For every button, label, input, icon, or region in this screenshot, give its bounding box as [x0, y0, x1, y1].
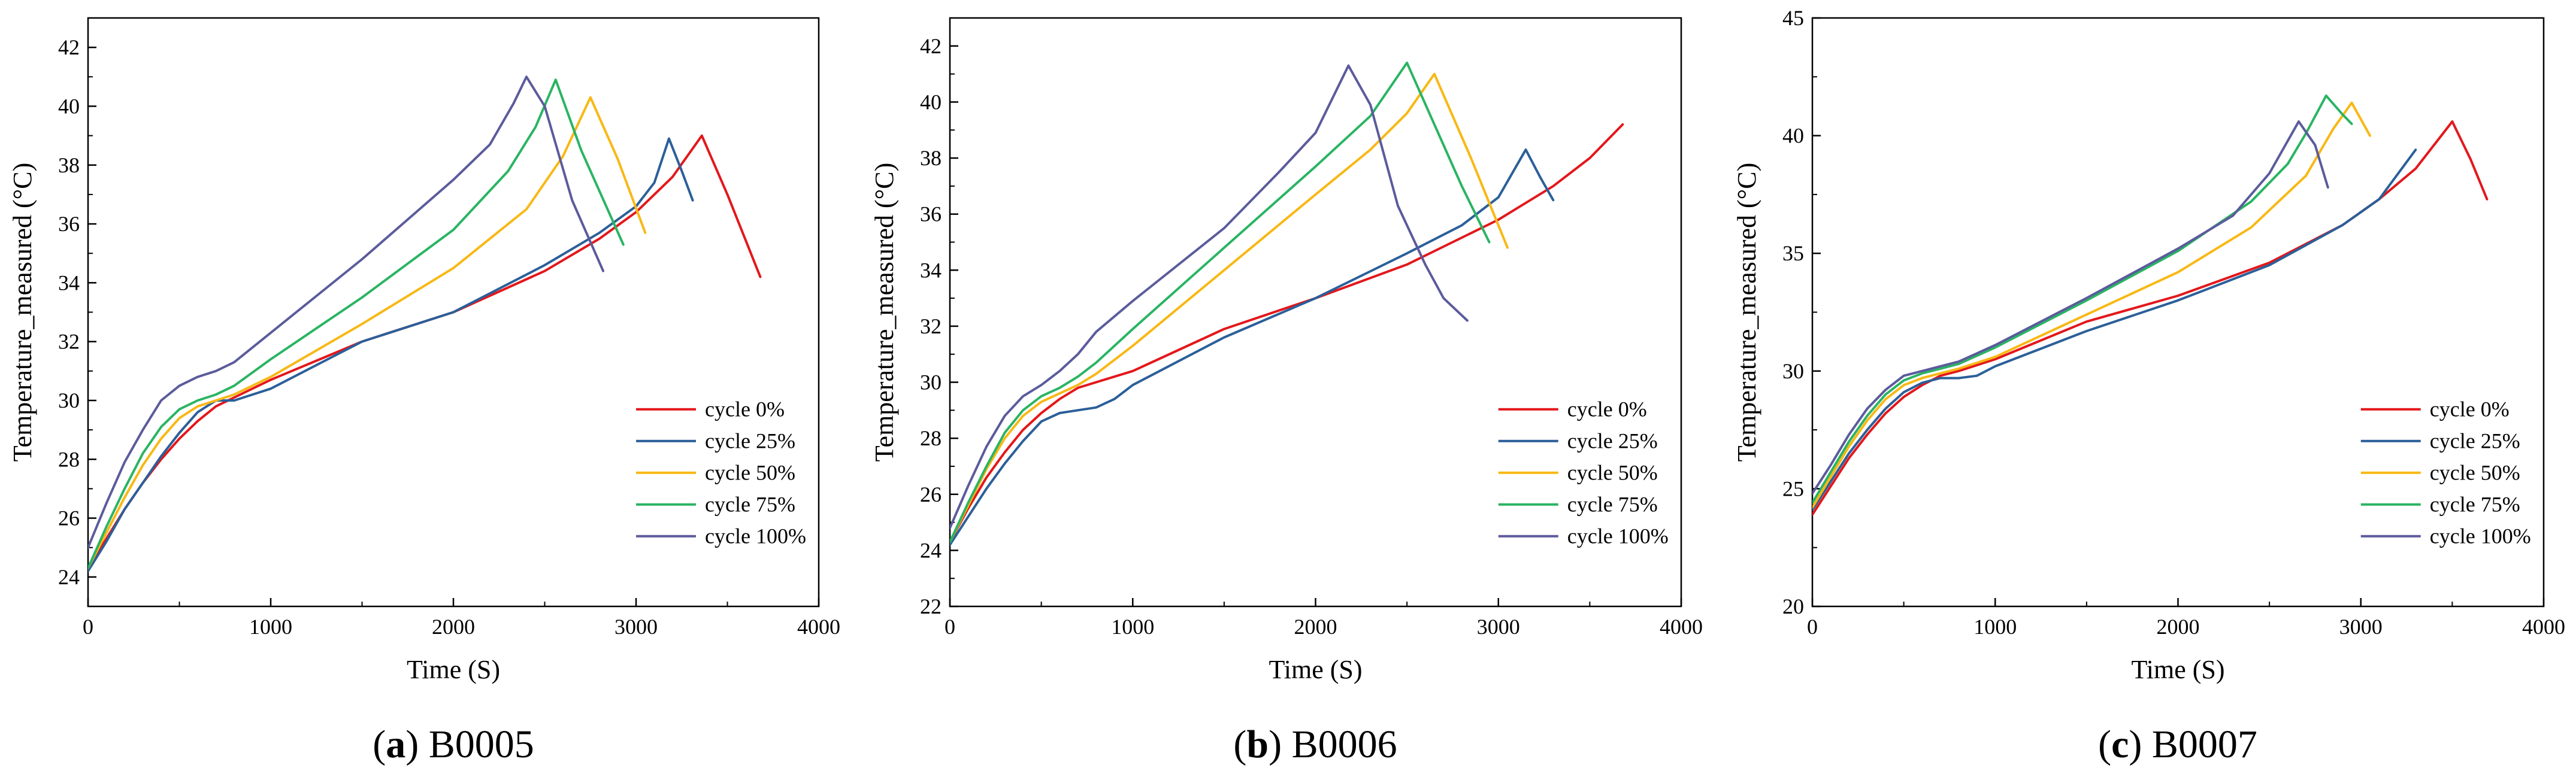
- series-line-cycle-50: [88, 96, 647, 570]
- series-line-cycle-75: [1812, 94, 2353, 504]
- y-tick-label: 42: [58, 35, 80, 59]
- y-tick-label: 38: [920, 146, 942, 170]
- series-line-cycle-25: [88, 137, 694, 572]
- y-tick-label: 26: [920, 482, 942, 506]
- y-axis-label: Temperature_measured (°C): [1732, 163, 1761, 462]
- chart-panel-b: 0 1000 2000 3000 4000 22 24 26 28 30 32 34 36 38 40 42 T…: [870, 17, 1703, 766]
- x-tick-label: 3000: [1477, 615, 1520, 639]
- caption: (a) B0005: [373, 723, 534, 766]
- x-axis-label: Time (S): [1269, 655, 1362, 684]
- chart-panel-c: 0 1000 2000 3000 4000 20 25 30 35 40 45 Time (S) Tem…: [1732, 6, 2565, 766]
- series-line-cycle-0: [950, 123, 1624, 544]
- series-line-cycle-100: [950, 64, 1469, 529]
- x-tick-label: 1000: [1973, 615, 2017, 639]
- caption: (b) B0006: [1233, 723, 1397, 766]
- legend-label: cycle 0%: [705, 397, 785, 421]
- y-tick-label: 45: [1782, 6, 1804, 30]
- caption: (c) B0007: [2098, 723, 2257, 766]
- plot-frame: [1811, 17, 2545, 608]
- x-tick-label: 2000: [2157, 615, 2200, 639]
- y-tick-label: 24: [920, 538, 942, 562]
- x-tick-label: 2000: [1294, 615, 1337, 639]
- x-tick-label: 0: [945, 615, 955, 639]
- y-tick-label: 32: [58, 330, 80, 354]
- legend-label: cycle 25%: [2430, 429, 2520, 453]
- series-line-cycle-75: [88, 78, 625, 570]
- y-axis-label: Temperature_measured (°C): [8, 163, 37, 462]
- y-tick-label: 26: [58, 506, 80, 530]
- series-line-cycle-100: [88, 75, 605, 549]
- x-tick-label: 3000: [2339, 615, 2383, 639]
- x-tick-label: 0: [83, 615, 93, 639]
- y-tick-label: 40: [1782, 124, 1804, 148]
- series-line-cycle-75: [950, 61, 1491, 544]
- legend-label: cycle 75%: [705, 493, 795, 517]
- y-tick-label: 28: [58, 447, 80, 471]
- y-tick-label: 34: [920, 258, 942, 282]
- x-tick-label: 2000: [432, 615, 475, 639]
- y-tick-label: 28: [920, 426, 942, 450]
- y-tick-label: 32: [920, 314, 942, 338]
- legend-label: cycle 50%: [1567, 461, 1658, 485]
- chart-panel-a: 0 1000 2000 3000 4000 24 26 28 30 32 34 36 38 40 42 Tim…: [8, 17, 840, 766]
- y-tick-label: 36: [920, 202, 942, 226]
- x-tick-label: 3000: [615, 615, 658, 639]
- y-tick-label: 36: [58, 212, 80, 236]
- y-tick-label: 40: [920, 90, 942, 114]
- legend-label: cycle 25%: [1567, 429, 1658, 453]
- y-tick-label: 40: [58, 94, 80, 118]
- legend-label: cycle 100%: [705, 524, 806, 548]
- y-tick-label: 30: [58, 389, 80, 412]
- y-tick-label: 25: [1782, 477, 1804, 500]
- y-tick-label: 20: [1782, 594, 1804, 618]
- x-axis-label: Time (S): [2131, 655, 2224, 684]
- x-tick-label: 1000: [249, 615, 292, 639]
- series-line-cycle-100: [1812, 120, 2329, 495]
- series-line-cycle-50: [950, 72, 1509, 544]
- y-tick-label: 22: [920, 594, 942, 618]
- series-line-cycle-50: [1812, 101, 2371, 509]
- legend: cycle 0% cycle 25% cycle 50% cycle 75% cycle…: [636, 397, 806, 548]
- x-tick-label: 0: [1807, 615, 1818, 639]
- x-tick-label: 4000: [1660, 615, 1703, 639]
- y-tick-label: 30: [920, 371, 942, 394]
- legend-label: cycle 100%: [2430, 524, 2531, 548]
- series-line-cycle-25: [1812, 148, 2417, 511]
- y-tick-label: 30: [1782, 359, 1804, 383]
- y-tick-label: 34: [58, 271, 80, 295]
- legend-label: cycle 0%: [1567, 397, 1647, 421]
- x-tick-label: 1000: [1111, 615, 1154, 639]
- x-axis-label: Time (S): [407, 655, 500, 684]
- legend: cycle 0% cycle 25% cycle 50% cycle 75% cycle…: [1498, 397, 1669, 548]
- legend-label: cycle 25%: [705, 429, 795, 453]
- y-tick-label: 35: [1782, 241, 1804, 265]
- x-tick-label: 4000: [797, 615, 840, 639]
- plot-frame: [949, 17, 1682, 608]
- y-tick-label: 42: [920, 34, 942, 58]
- y-tick-label: 38: [58, 153, 80, 177]
- legend-label: cycle 75%: [2430, 493, 2520, 517]
- legend-label: cycle 100%: [1567, 524, 1669, 548]
- y-tick-label: 24: [58, 565, 80, 589]
- series-line-cycle-0: [1812, 120, 2489, 516]
- legend-label: cycle 50%: [2430, 461, 2520, 485]
- series-line-cycle-25: [950, 148, 1555, 546]
- legend-label: cycle 75%: [1567, 493, 1658, 517]
- legend: cycle 0% cycle 25% cycle 50% cycle 75% cycle…: [2360, 397, 2531, 548]
- legend-label: cycle 0%: [2430, 397, 2510, 421]
- y-axis-label: Temperature_measured (°C): [870, 163, 899, 462]
- legend-label: cycle 50%: [705, 461, 795, 485]
- x-tick-label: 4000: [2522, 615, 2565, 639]
